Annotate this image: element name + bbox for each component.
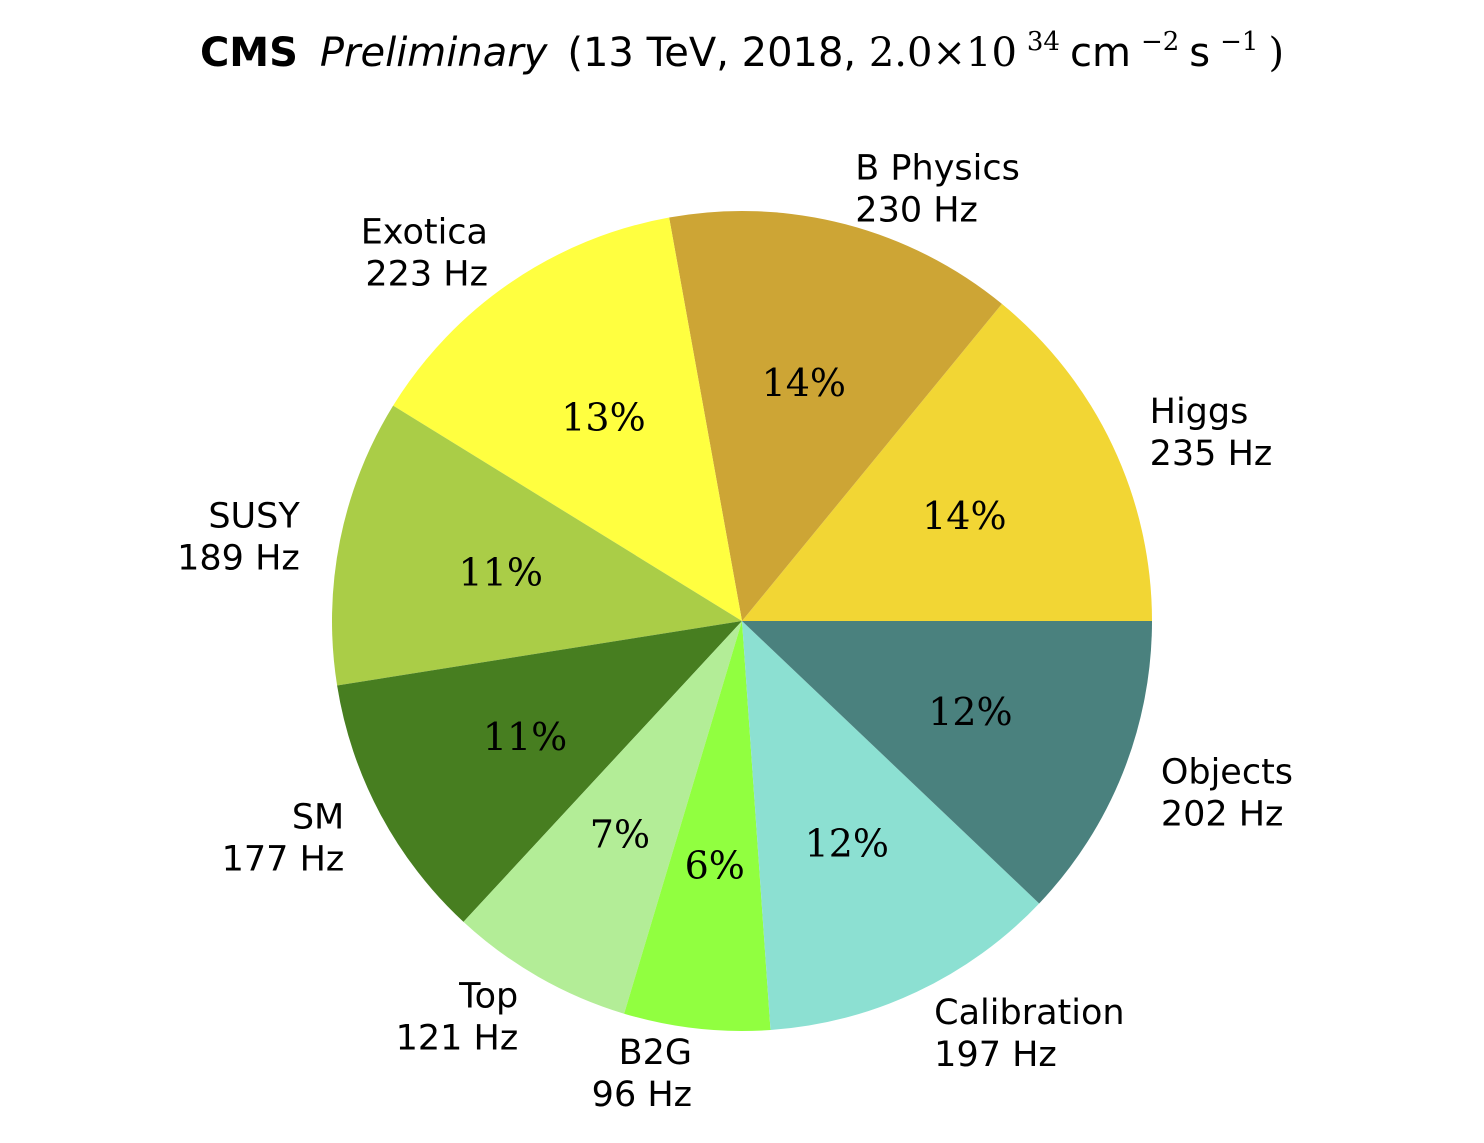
category-name-calibration: Calibration — [934, 993, 1124, 1033]
category-name-b2g: B2G — [619, 1033, 692, 1073]
title-unit-cm: cm — [1070, 30, 1131, 76]
pie-slice-higgs — [742, 303, 1152, 621]
title-unit-s-exponent: −1 — [1220, 27, 1258, 57]
percent-label-susy: 11% — [459, 551, 543, 595]
percent-label-higgs: 14% — [922, 494, 1006, 538]
pie-slice-susy — [331, 405, 742, 686]
percent-label-b-physics: 14% — [762, 361, 846, 405]
category-name-higgs: Higgs — [1150, 392, 1249, 432]
category-name-sm: SM — [292, 798, 344, 838]
title-experiment: CMS — [200, 30, 298, 76]
percent-label-sm: 11% — [483, 715, 567, 759]
percent-label-objects: 12% — [928, 690, 1012, 734]
pie-slice-exotica — [393, 217, 742, 622]
category-label-exotica: Exotica 223 Hz — [361, 212, 488, 294]
pie-slices — [331, 211, 1152, 1031]
category-label-objects: Objects 202 Hz — [1161, 752, 1293, 834]
pie-slice-b2g — [624, 621, 771, 1031]
category-label-b-physics: B Physics 230 Hz — [855, 148, 1020, 230]
category-label-sm: SM 177 Hz — [222, 798, 345, 880]
pie-slice-top — [463, 621, 742, 1014]
category-rate-b2g: 96 Hz — [592, 1075, 692, 1115]
title-lumi-mantissa: 2.0×10 — [869, 30, 1017, 76]
category-name-objects: Objects — [1161, 752, 1293, 792]
percent-label-calibration: 12% — [805, 822, 889, 866]
title-status: Preliminary — [320, 30, 549, 76]
category-name-susy: SUSY — [208, 496, 300, 536]
category-label-calibration: Calibration 197 Hz — [934, 993, 1124, 1075]
category-name-b-physics: B Physics — [855, 148, 1020, 188]
category-labels: Higgs 235 Hz B Physics 230 Hz Exotica 223 Hz S… — [177, 148, 1293, 1115]
chart-title: CMS Preliminary (13 TeV, 2018, 2.0×10 34… — [200, 14, 1284, 76]
category-rate-calibration: 197 Hz — [934, 1035, 1057, 1075]
percent-label-exotica: 13% — [561, 396, 645, 440]
category-label-top: Top 121 Hz — [396, 977, 519, 1059]
category-rate-b-physics: 230 Hz — [855, 190, 978, 230]
category-label-susy: SUSY 189 Hz — [177, 496, 300, 578]
pie-slice-b-physics — [669, 211, 1002, 622]
pie-slice-sm — [337, 621, 742, 922]
category-rate-top: 121 Hz — [396, 1019, 519, 1059]
category-name-exotica: Exotica — [361, 212, 488, 252]
percent-labels: 14% 14% 13% 11% 11% 7% 6% 12% 12% — [459, 361, 1013, 888]
percent-label-top: 7% — [590, 813, 650, 857]
category-rate-exotica: 223 Hz — [365, 254, 488, 294]
pie-slice-objects — [742, 621, 1152, 904]
pie-slice-calibration — [742, 621, 1040, 1031]
category-rate-susy: 189 Hz — [177, 538, 300, 578]
percent-label-b2g: 6% — [685, 843, 745, 887]
category-label-higgs: Higgs 235 Hz — [1150, 392, 1273, 474]
title-unit-cm-exponent: −2 — [1141, 27, 1179, 57]
category-rate-objects: 202 Hz — [1161, 794, 1284, 834]
title-unit-s: s — [1189, 30, 1210, 76]
category-rate-higgs: 235 Hz — [1150, 434, 1273, 474]
category-name-top: Top — [458, 977, 518, 1017]
title-conditions: (13 TeV, 2018, — [567, 30, 868, 76]
category-label-b2g: B2G 96 Hz — [592, 1033, 692, 1115]
title-close: ) — [1268, 30, 1284, 76]
category-rate-sm: 177 Hz — [222, 840, 345, 880]
title-lumi-exponent: 34 — [1027, 27, 1060, 57]
